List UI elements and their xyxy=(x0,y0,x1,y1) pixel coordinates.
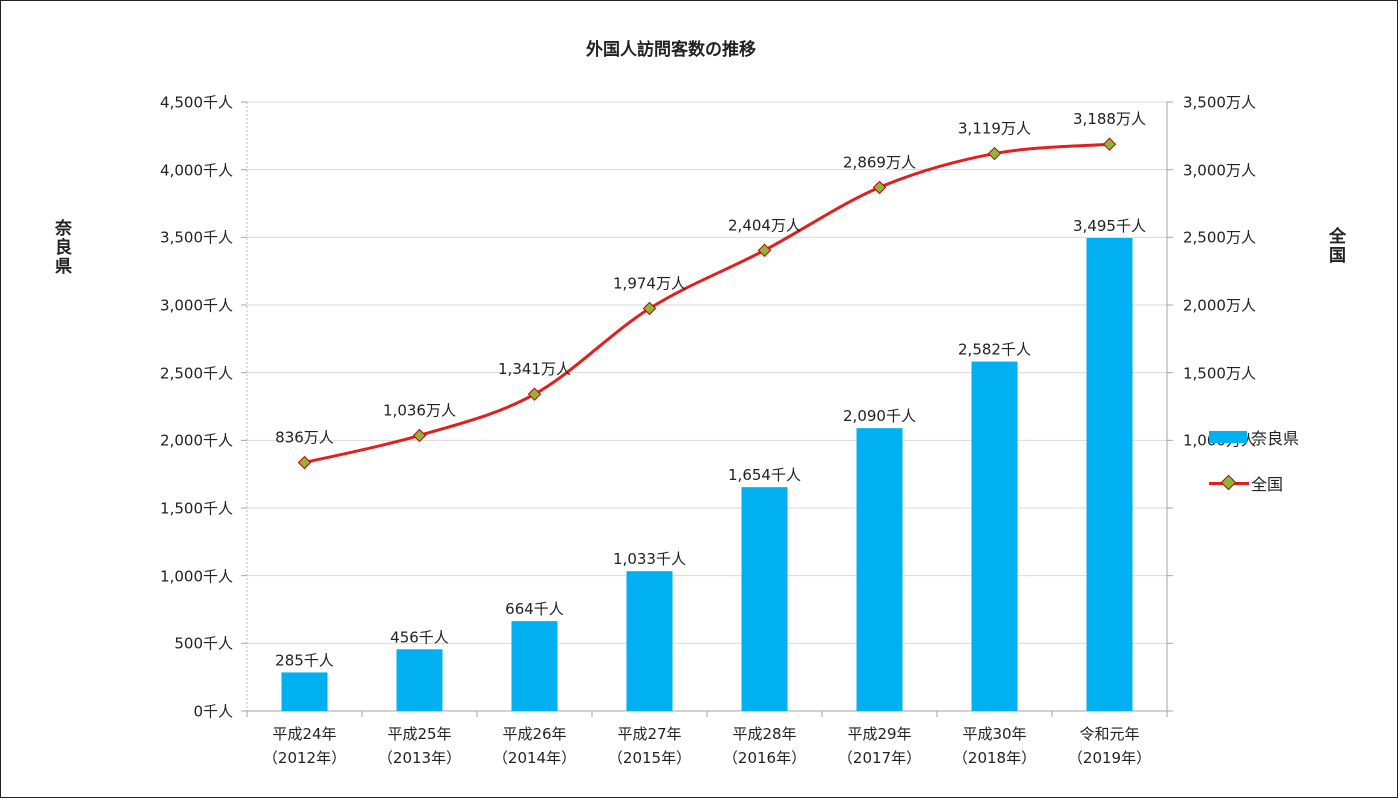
line-data-label: 1,974万人 xyxy=(613,275,686,293)
line-data-label: 3,188万人 xyxy=(1073,110,1146,128)
bar-data-label: 2,582千人 xyxy=(958,341,1031,359)
right-tick-label: 1,500万人 xyxy=(1183,364,1256,383)
x-tick-label: 令和元年 （2019年） xyxy=(1067,725,1152,767)
bar xyxy=(626,571,673,711)
bar xyxy=(971,361,1018,711)
legend-bar-swatch xyxy=(1209,431,1247,443)
legend: 奈良県 全国 xyxy=(1209,425,1299,517)
line-data-label: 1,036万人 xyxy=(383,401,456,419)
legend-line-swatch xyxy=(1209,474,1249,491)
legend-item-line: 全国 xyxy=(1209,471,1299,495)
left-axis-title: 奈良県 xyxy=(51,219,71,276)
bar xyxy=(741,487,788,711)
left-tick-label: 4,500千人 xyxy=(160,93,233,112)
line-data-label: 1,341万人 xyxy=(498,360,571,378)
x-tick-label: 平成24年 （2012年） xyxy=(262,725,347,767)
line-marker xyxy=(1102,137,1117,151)
left-tick-label: 1,000千人 xyxy=(160,567,233,586)
x-tick-label: 平成26年 （2014年） xyxy=(492,725,577,767)
left-tick-label: 2,500千人 xyxy=(160,364,233,383)
x-tick-label: 平成29年 （2017年） xyxy=(837,725,922,767)
bar xyxy=(281,672,328,711)
right-tick-label: 3,000万人 xyxy=(1183,161,1256,180)
line-marker xyxy=(987,146,1002,161)
bar-data-label: 1,654千人 xyxy=(728,466,801,484)
x-tick-label: 平成25年 （2013年） xyxy=(377,725,462,767)
line-marker xyxy=(872,180,887,195)
left-tick-label: 500千人 xyxy=(174,634,233,653)
legend-line-label: 全国 xyxy=(1251,475,1284,494)
left-tick-label: 4,000千人 xyxy=(160,161,233,180)
line-data-label: 2,869万人 xyxy=(843,153,916,171)
x-tick-label: 平成30年 （2018年） xyxy=(952,725,1037,767)
legend-bar-label: 奈良県 xyxy=(1251,429,1300,448)
legend-item-bar: 奈良県 xyxy=(1209,425,1299,449)
line-data-label: 3,119万人 xyxy=(958,120,1031,138)
left-tick-label: 3,000千人 xyxy=(160,296,233,315)
right-axis-title: 全国 xyxy=(1325,227,1345,265)
bar-data-label: 2,090千人 xyxy=(843,407,916,425)
bar-data-label: 285千人 xyxy=(275,651,334,669)
right-tick-label: 2,500万人 xyxy=(1183,228,1256,247)
left-tick-label: 2,000千人 xyxy=(160,431,233,450)
line-marker xyxy=(412,428,427,443)
line-marker xyxy=(297,455,312,470)
left-tick-label: 0千人 xyxy=(193,702,233,721)
bar-data-label: 3,495千人 xyxy=(1073,217,1146,235)
bar-data-label: 664千人 xyxy=(505,600,564,618)
x-tick-label: 平成28年 （2016年） xyxy=(722,725,807,767)
line-data-label: 836万人 xyxy=(275,429,334,447)
bar-data-label: 1,033千人 xyxy=(613,550,686,568)
x-tick-label: 平成27年 （2015年） xyxy=(607,725,692,767)
left-tick-label: 1,500千人 xyxy=(160,499,233,518)
right-tick-label: 2,000万人 xyxy=(1183,296,1256,315)
right-tick-label: 3,500万人 xyxy=(1183,93,1256,112)
line-marker xyxy=(527,387,542,401)
left-tick-label: 3,500千人 xyxy=(160,228,233,247)
bar xyxy=(511,621,558,711)
bar xyxy=(856,428,903,711)
bar-data-label: 456千人 xyxy=(390,628,449,646)
line-data-label: 2,404万人 xyxy=(728,216,801,234)
line-marker xyxy=(642,301,657,316)
line-series-path xyxy=(304,142,1110,464)
bar xyxy=(1086,238,1133,711)
bar xyxy=(396,649,443,711)
chart-title: 外国人訪問客数の推移 xyxy=(586,40,756,60)
line-marker xyxy=(757,243,772,258)
